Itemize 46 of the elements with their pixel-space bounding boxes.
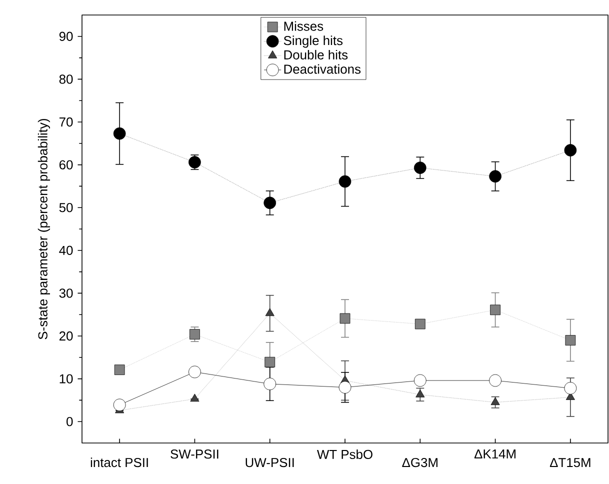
x-tick-label: ΔK14M [474, 450, 516, 458]
legend-label: Single hits [284, 36, 343, 48]
point [490, 397, 500, 406]
point [113, 398, 126, 412]
legend-label: Misses [284, 21, 324, 31]
point [114, 364, 125, 375]
y-tick-label: 10 [60, 374, 73, 384]
legend-label: Deactivations [284, 64, 361, 74]
y-tick-label: 0 [66, 417, 73, 426]
point [190, 394, 200, 402]
point [414, 374, 426, 387]
y-tick-label: 20 [59, 331, 73, 341]
point [489, 374, 502, 387]
point [265, 308, 274, 316]
point [113, 127, 126, 140]
point [564, 382, 577, 394]
point [490, 304, 500, 316]
point [564, 144, 577, 156]
x-tick-label: WT PsbO [317, 450, 372, 460]
point [489, 170, 502, 183]
point [565, 335, 576, 346]
point [264, 196, 276, 210]
y-tick-label: 80 [59, 74, 73, 84]
y-tick-label: 90 [59, 32, 73, 41]
point [188, 366, 201, 378]
point [338, 175, 352, 188]
y-axis-title: S-state parameter (percent probability) [38, 118, 50, 340]
point [414, 318, 426, 330]
point [264, 356, 276, 368]
y-tick-label: 70 [60, 117, 73, 127]
point [338, 381, 352, 394]
y-tick-label: 30 [59, 288, 73, 298]
y-tick-label: 50 [59, 203, 73, 212]
y-tick-label: 60 [59, 160, 73, 170]
point [414, 162, 426, 174]
point [264, 378, 276, 390]
point [190, 329, 200, 340]
x-tick-label: intact PSII [90, 458, 148, 468]
point [340, 313, 350, 324]
x-tick-label: UW-PSII [246, 458, 294, 468]
legend-label: Double hits [284, 50, 348, 60]
y-tick-label: 40 [59, 246, 73, 255]
x-tick-label: ΔT15M [550, 458, 590, 468]
x-tick-label: SW-PSII [170, 450, 218, 459]
point [416, 389, 425, 398]
x-tick-label: ΔG3M [402, 458, 438, 468]
